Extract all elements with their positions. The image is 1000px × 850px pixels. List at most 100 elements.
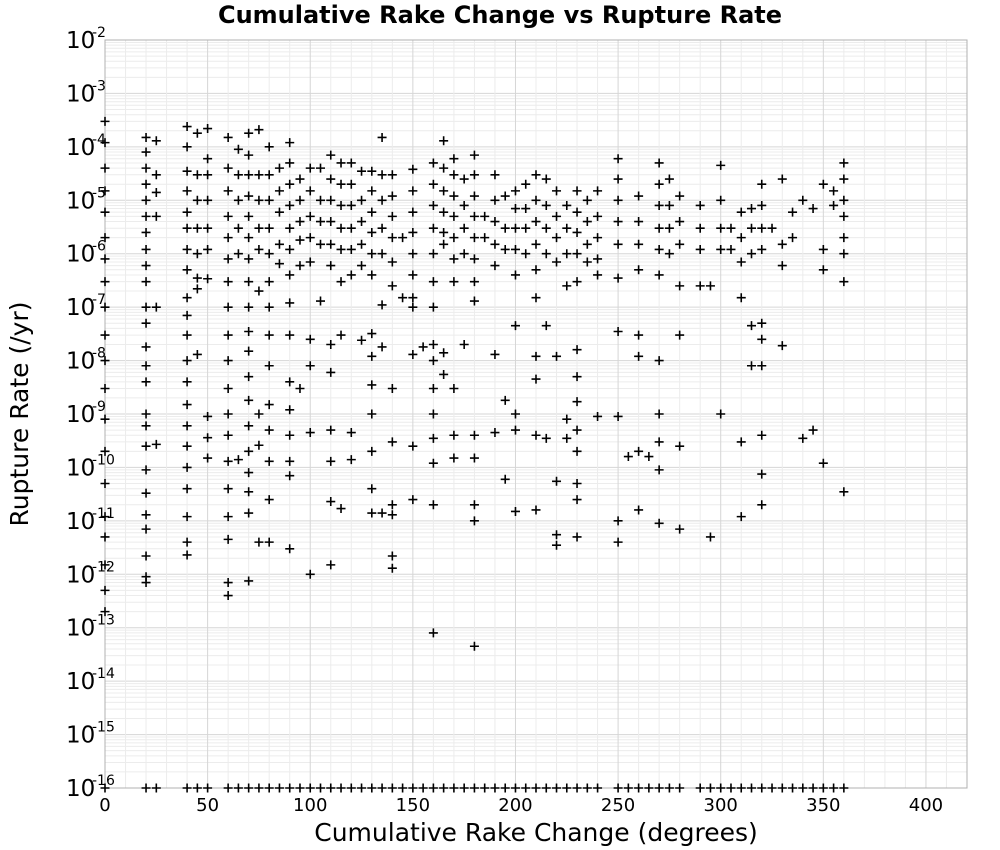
data-point	[285, 223, 295, 233]
y-tick-label: 10	[66, 81, 95, 107]
data-point	[192, 273, 202, 283]
data-point	[223, 277, 233, 287]
data-point	[408, 441, 418, 451]
data-point	[233, 144, 243, 154]
data-point	[510, 204, 520, 214]
data-point	[480, 783, 490, 793]
y-tick-exponent: -6	[92, 239, 106, 255]
data-point	[418, 342, 428, 352]
data-point	[716, 783, 726, 793]
data-point	[223, 430, 233, 440]
data-point	[203, 124, 213, 134]
data-point	[182, 186, 192, 196]
data-point	[367, 186, 377, 196]
data-point	[572, 397, 582, 407]
data-point	[264, 302, 274, 312]
data-point	[562, 414, 572, 424]
data-point	[408, 302, 418, 312]
data-point	[100, 254, 110, 264]
data-point	[510, 223, 520, 233]
data-point	[357, 783, 367, 793]
data-point	[695, 200, 705, 210]
data-point	[141, 465, 151, 475]
data-point	[223, 456, 233, 466]
data-point	[285, 544, 295, 554]
data-point	[336, 783, 346, 793]
data-point	[387, 191, 397, 201]
data-point	[295, 217, 305, 227]
data-point	[182, 356, 192, 366]
data-point	[634, 446, 644, 456]
y-tick-label: 10	[66, 455, 95, 481]
data-point	[203, 274, 213, 284]
data-point	[531, 505, 541, 515]
data-point	[449, 453, 459, 463]
data-point	[613, 783, 623, 793]
data-point	[593, 270, 603, 280]
data-point	[100, 233, 110, 243]
data-point	[326, 239, 336, 249]
data-point	[264, 195, 274, 205]
data-point	[428, 458, 438, 468]
data-point	[439, 163, 449, 173]
data-point	[141, 551, 151, 561]
data-point	[244, 372, 254, 382]
data-point	[798, 433, 808, 443]
data-point	[285, 430, 295, 440]
y-tick-label: 10	[66, 295, 95, 321]
data-point	[151, 439, 161, 449]
data-point	[151, 187, 161, 197]
data-point	[541, 433, 551, 443]
data-point	[233, 783, 243, 793]
data-point	[387, 500, 397, 510]
data-point	[336, 158, 346, 168]
data-point	[336, 330, 346, 340]
data-point	[572, 425, 582, 435]
data-point	[285, 138, 295, 148]
data-point	[654, 356, 664, 366]
data-point	[100, 356, 110, 366]
x-tick-label: 300	[704, 795, 738, 816]
data-point	[326, 783, 336, 793]
data-point	[572, 249, 582, 259]
data-point	[203, 195, 213, 205]
data-point	[100, 532, 110, 542]
data-point	[716, 409, 726, 419]
data-point	[367, 351, 377, 361]
data-point	[634, 505, 644, 515]
data-point	[244, 783, 254, 793]
data-point	[439, 783, 449, 793]
data-point	[100, 607, 110, 617]
data-point	[552, 476, 562, 486]
data-point	[531, 783, 541, 793]
data-point	[449, 233, 459, 243]
data-point	[480, 211, 490, 221]
data-point	[798, 195, 808, 205]
data-point	[233, 455, 243, 465]
data-point	[305, 186, 315, 196]
data-point	[521, 249, 531, 259]
data-point	[285, 377, 295, 387]
data-point	[469, 430, 479, 440]
data-point	[654, 200, 664, 210]
data-point	[747, 249, 756, 259]
data-point	[428, 384, 438, 394]
data-point	[387, 211, 397, 221]
data-point	[439, 186, 449, 196]
data-point	[264, 361, 274, 371]
data-point	[428, 500, 438, 510]
data-point	[182, 142, 192, 152]
data-point	[449, 191, 459, 201]
data-point	[141, 361, 151, 371]
data-point	[839, 158, 849, 168]
data-point	[336, 244, 346, 254]
data-point	[613, 411, 623, 421]
data-point	[459, 223, 469, 233]
data-point	[716, 223, 726, 233]
data-point	[254, 537, 264, 547]
data-point	[223, 484, 233, 494]
data-point	[100, 302, 110, 312]
data-point	[562, 433, 572, 443]
data-point	[346, 270, 356, 280]
